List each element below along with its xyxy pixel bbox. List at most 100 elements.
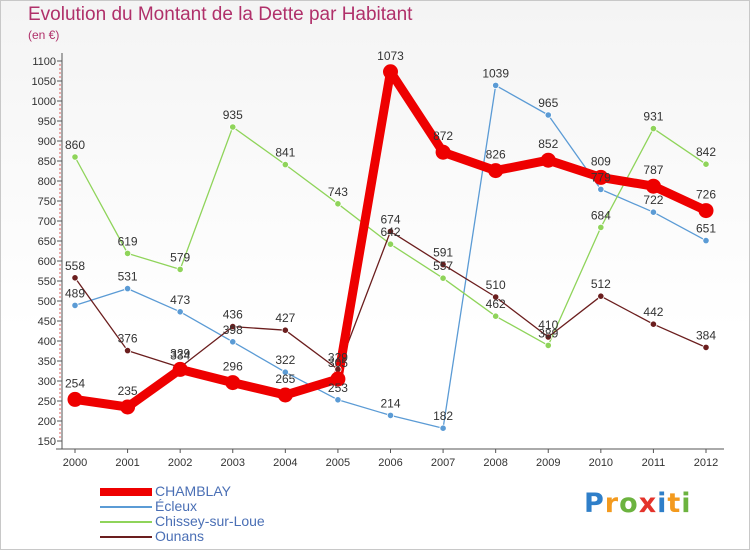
- x-tick-label: 2007: [431, 457, 455, 469]
- y-tick-label: 350: [38, 356, 56, 368]
- data-label-ounans: 427: [275, 311, 295, 325]
- logo-letter: r: [604, 488, 620, 519]
- data-label-chissey-sur-loue: 579: [170, 250, 190, 264]
- data-point-chissey-sur-loue: [123, 249, 132, 257]
- data-point-ounans: [229, 322, 237, 331]
- data-point--cleux: [597, 185, 605, 193]
- data-label-chamblay: 787: [643, 163, 663, 177]
- x-tick-label: 2010: [589, 457, 613, 469]
- data-point-chissey-sur-loue: [334, 200, 342, 208]
- data-label--cleux: 214: [380, 396, 400, 410]
- data-point-chissey-sur-loue: [597, 223, 605, 231]
- data-label--cleux: 1039: [482, 66, 509, 80]
- y-tick-label: 1000: [32, 96, 56, 108]
- data-label--cleux: 722: [643, 193, 663, 207]
- data-point--cleux: [281, 368, 289, 376]
- series-points: [67, 64, 714, 432]
- data-label-ounans: 329: [328, 350, 348, 364]
- legend-item-ounans: Ounans: [100, 528, 360, 544]
- data-label-chissey-sur-loue: 557: [433, 259, 453, 273]
- y-tick-label: 500: [38, 296, 56, 308]
- data-label--cleux: 182: [433, 409, 453, 423]
- chart-title: Evolution du Montant de la Dette par Hab…: [28, 4, 413, 25]
- y-tick-label: 650: [38, 236, 56, 248]
- data-point-chissey-sur-loue: [702, 160, 710, 168]
- y-tick-label: 850: [38, 156, 56, 168]
- logo-letter: o: [619, 488, 639, 519]
- data-point--cleux: [649, 208, 658, 216]
- data-label-chissey-sur-loue: 684: [591, 208, 611, 222]
- legend-swatch-chissey: [100, 521, 152, 523]
- data-point-chamblay: [435, 144, 451, 160]
- data-label-ounans: 512: [591, 277, 611, 291]
- data-point-chissey-sur-loue: [281, 161, 289, 169]
- chart-subtitle: (en €): [28, 28, 60, 42]
- x-tick-label: 2009: [536, 457, 560, 469]
- x-tick-label: 2012: [694, 457, 718, 469]
- x-tick-label: 2005: [326, 457, 350, 469]
- data-label--cleux: 965: [538, 96, 558, 110]
- data-point-chissey-sur-loue: [229, 123, 237, 131]
- legend-item-chissey: Chissey-sur-Loue: [100, 513, 360, 529]
- y-tick-label: 800: [38, 176, 56, 188]
- data-point-chissey-sur-loue: [439, 274, 447, 282]
- y-tick-label: 550: [38, 276, 56, 288]
- legend-label-ounans: Ounans: [155, 528, 205, 544]
- data-label-chamblay: 1073: [377, 49, 404, 63]
- x-tick-label: 2006: [378, 457, 402, 469]
- y-tick-label: 900: [38, 136, 56, 148]
- y-tick-label: 150: [38, 436, 56, 448]
- data-label-ounans: 558: [65, 259, 85, 273]
- data-label-chissey-sur-loue: 462: [486, 297, 506, 311]
- data-point--cleux: [439, 424, 447, 432]
- legend-item-chamblay: CHAMBLAY: [100, 483, 360, 499]
- data-point-ounans: [492, 293, 500, 301]
- data-label-chamblay: 235: [118, 384, 138, 398]
- data-label-chissey-sur-loue: 842: [696, 145, 716, 159]
- data-labels: 489 531 473 398 322 253 214 182 1039 965 779 722 651…: [65, 49, 716, 423]
- chart-legend: CHAMBLAY Écleux Chissey-sur-Loue Ounans: [100, 483, 360, 544]
- y-tick-label: 400: [38, 336, 56, 348]
- data-point-chissey-sur-loue: [71, 153, 79, 161]
- data-label-chamblay: 826: [486, 148, 506, 162]
- legend-label-chamblay: CHAMBLAY: [155, 483, 231, 499]
- data-point-chamblay: [645, 178, 661, 194]
- x-tick-label: 2008: [483, 457, 507, 469]
- data-label-chissey-sur-loue: 935: [223, 108, 243, 122]
- x-tick-label: 2011: [642, 457, 666, 469]
- data-point-chissey-sur-loue: [176, 265, 184, 273]
- data-point-ounans: [544, 333, 552, 341]
- data-label--cleux: 473: [170, 293, 190, 307]
- data-label--cleux: 253: [328, 381, 348, 395]
- data-point-ounans: [123, 346, 132, 355]
- data-point--cleux: [176, 308, 184, 316]
- proxiti-logo: Proxiti: [584, 488, 692, 519]
- x-tick-label: 2002: [168, 457, 192, 469]
- y-tick-label: 750: [38, 196, 56, 208]
- legend-swatch-ecleux: [100, 506, 152, 508]
- data-point-ounans: [281, 326, 289, 334]
- data-point--cleux: [386, 411, 395, 419]
- data-point-chissey-sur-loue: [544, 341, 552, 349]
- data-label--cleux: 489: [65, 286, 85, 300]
- data-point-chamblay: [120, 399, 136, 415]
- data-point-chamblay: [277, 387, 293, 403]
- data-label-chamblay: 329: [170, 346, 190, 360]
- data-point-ounans: [702, 343, 710, 351]
- data-label-chamblay: 265: [275, 372, 295, 386]
- data-point-ounans: [597, 292, 605, 300]
- y-tick-label: 1100: [32, 56, 56, 68]
- data-point-chissey-sur-loue: [386, 240, 395, 248]
- data-label-chissey-sur-loue: 642: [380, 225, 400, 239]
- logo-letter: i: [681, 488, 692, 519]
- data-label-chissey-sur-loue: 931: [643, 110, 663, 124]
- data-point--cleux: [123, 284, 132, 293]
- data-label-chamblay: 254: [65, 376, 85, 390]
- data-point-chamblay: [593, 169, 609, 185]
- data-point--cleux: [544, 111, 552, 119]
- data-point--cleux: [492, 81, 500, 90]
- data-label--cleux: 531: [118, 270, 138, 284]
- x-tick-label: 2003: [221, 457, 245, 469]
- y-tick-label: 950: [38, 116, 56, 128]
